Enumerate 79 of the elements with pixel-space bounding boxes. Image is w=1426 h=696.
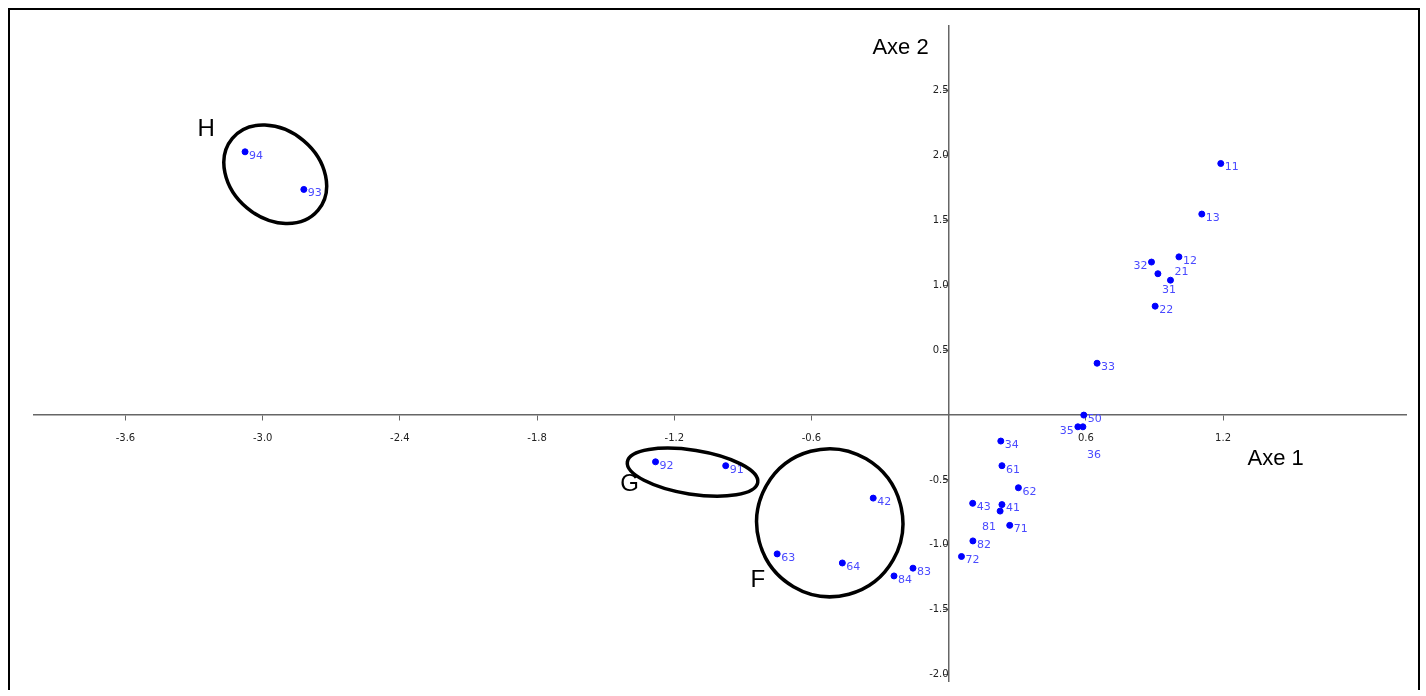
y-tick-label: 1.5 [932, 214, 949, 226]
point [1175, 253, 1183, 261]
annotation: 64 [846, 559, 861, 573]
x-tick-label: -3.0 [252, 431, 273, 443]
annotation: 71 [1013, 522, 1028, 536]
point [1093, 359, 1101, 367]
annotation: 42 [877, 494, 892, 508]
y-tick-label: 0.5 [932, 343, 949, 355]
x-tick-label: -3.6 [115, 431, 136, 443]
y-tick-label: -1.0 [929, 538, 949, 550]
x-tick-label: -1.2 [664, 431, 685, 443]
annotation: 91 [729, 462, 744, 476]
point [997, 437, 1005, 445]
point [722, 462, 730, 470]
annotation: 13 [1205, 210, 1220, 224]
annotation: 31 [1161, 282, 1176, 296]
point [1079, 423, 1087, 431]
annotation: 83 [916, 565, 931, 579]
annotation: 84 [898, 572, 913, 586]
point [1154, 270, 1162, 278]
y-tick-label: 2.0 [932, 149, 949, 161]
y-tick-label: -1.5 [929, 603, 949, 615]
annotation: 34 [1004, 437, 1019, 451]
point [1166, 276, 1174, 284]
point [957, 552, 965, 560]
annotation: 32 [1133, 258, 1148, 272]
y-tick-label: 1.0 [932, 279, 949, 290]
point [1147, 258, 1155, 266]
annotation: 93 [307, 186, 322, 200]
point [1014, 484, 1022, 492]
annotation: 21 [1174, 265, 1189, 279]
point [838, 559, 846, 567]
y-tick-label: -2.0 [929, 668, 949, 680]
annotation: 61 [1005, 462, 1020, 476]
annotation: 92 [659, 458, 674, 472]
point [996, 507, 1004, 515]
x-tick-label: 0.6 [1077, 431, 1094, 443]
x-tick-label: -0.6 [801, 431, 822, 443]
annotation: F [750, 565, 766, 593]
annotation: 22 [1159, 303, 1174, 317]
annotation: 63 [781, 550, 796, 564]
annotation: 36 [1086, 447, 1101, 461]
point [869, 494, 877, 502]
point [890, 572, 898, 580]
annotation: 94 [249, 148, 264, 162]
point [909, 564, 917, 572]
point [652, 458, 660, 466]
point [773, 550, 781, 558]
annotation: 12 [1182, 253, 1197, 267]
point [969, 499, 977, 507]
x-axis-title: Axe 1 [1247, 445, 1304, 471]
x-tick-label: 1.2 [1215, 431, 1232, 443]
x-tick-label: -2.4 [390, 431, 410, 443]
annotation: 72 [965, 553, 980, 567]
point [1151, 302, 1159, 310]
annotation: G [620, 468, 639, 496]
annotation: 62 [1022, 484, 1037, 498]
annotation: 11 [1224, 160, 1239, 174]
point [969, 537, 977, 545]
annotation: 50 [1087, 411, 1102, 425]
point [998, 462, 1006, 470]
annotation: 33 [1101, 360, 1116, 374]
point [998, 501, 1006, 509]
point [1006, 521, 1014, 529]
annotation: 35 [1059, 423, 1074, 437]
x-tick-label: -1.8 [527, 431, 547, 443]
annotation: 43 [976, 500, 991, 514]
point [241, 148, 249, 156]
y-tick-label: 2.5 [932, 84, 949, 96]
y-tick-label: -0.5 [929, 473, 949, 485]
point [1198, 210, 1206, 218]
point [1080, 411, 1088, 419]
annotation: 81 [982, 519, 997, 533]
point [1217, 159, 1225, 167]
y-axis-title: Axe 2 [872, 34, 929, 60]
annotation: 41 [1005, 501, 1020, 515]
annotation: H [197, 113, 215, 141]
point [300, 185, 308, 193]
annotation: 82 [976, 537, 991, 551]
